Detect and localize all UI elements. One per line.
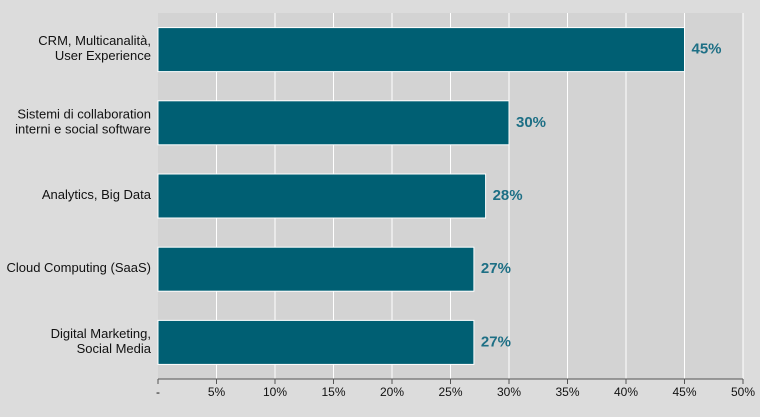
x-tick-label: 35% bbox=[555, 385, 579, 399]
x-tick-label: 25% bbox=[438, 385, 462, 399]
data-label: 28% bbox=[493, 187, 523, 204]
category-label: Sistemi di collaboration interni e social… bbox=[15, 107, 151, 137]
category-label: Cloud Computing (SaaS) bbox=[6, 261, 151, 276]
x-tick-label: 15% bbox=[321, 385, 345, 399]
category-label-line: Sistemi di collaboration bbox=[17, 107, 151, 122]
data-label: 45% bbox=[692, 41, 722, 58]
category-label-line: Digital Marketing, bbox=[51, 326, 151, 341]
bar bbox=[157, 319, 475, 365]
category-label: Analytics, Big Data bbox=[42, 187, 152, 202]
bar bbox=[157, 173, 487, 219]
x-tick-label: 50% bbox=[731, 385, 755, 399]
category-labels: CRM, Multicanalità, User Experience Sistem… bbox=[6, 34, 151, 357]
data-label: 27% bbox=[481, 333, 511, 350]
data-label: 30% bbox=[516, 114, 546, 131]
x-tick-label: 40% bbox=[614, 385, 638, 399]
category-label-line: interni e social software bbox=[15, 122, 151, 137]
x-axis-ticks: - 5% 10% 15% 20% 25% 30% 35% 40% 45% 50% bbox=[156, 379, 755, 399]
bar bbox=[157, 246, 475, 292]
bar bbox=[157, 27, 685, 73]
data-label: 27% bbox=[481, 260, 511, 277]
category-label: Digital Marketing, Social Media bbox=[51, 326, 152, 356]
category-label-line: Social Media bbox=[77, 341, 152, 356]
category-label-line: User Experience bbox=[55, 49, 151, 64]
data-labels: 45% 30% 28% 27% 27% bbox=[481, 41, 722, 351]
category-label-line: Analytics, Big Data bbox=[42, 187, 152, 202]
bar bbox=[157, 100, 510, 146]
category-label-line: Cloud Computing (SaaS) bbox=[6, 261, 151, 276]
x-tick-label: 10% bbox=[263, 385, 287, 399]
x-tick-label: 5% bbox=[208, 385, 226, 399]
x-tick-label: 45% bbox=[672, 385, 696, 399]
category-label-line: CRM, Multicanalità, bbox=[38, 34, 151, 49]
category-label: CRM, Multicanalità, User Experience bbox=[38, 34, 151, 64]
bars bbox=[157, 27, 685, 365]
x-tick-label: 30% bbox=[497, 385, 521, 399]
x-tick-label: 20% bbox=[380, 385, 404, 399]
x-tick-label: - bbox=[156, 385, 160, 399]
